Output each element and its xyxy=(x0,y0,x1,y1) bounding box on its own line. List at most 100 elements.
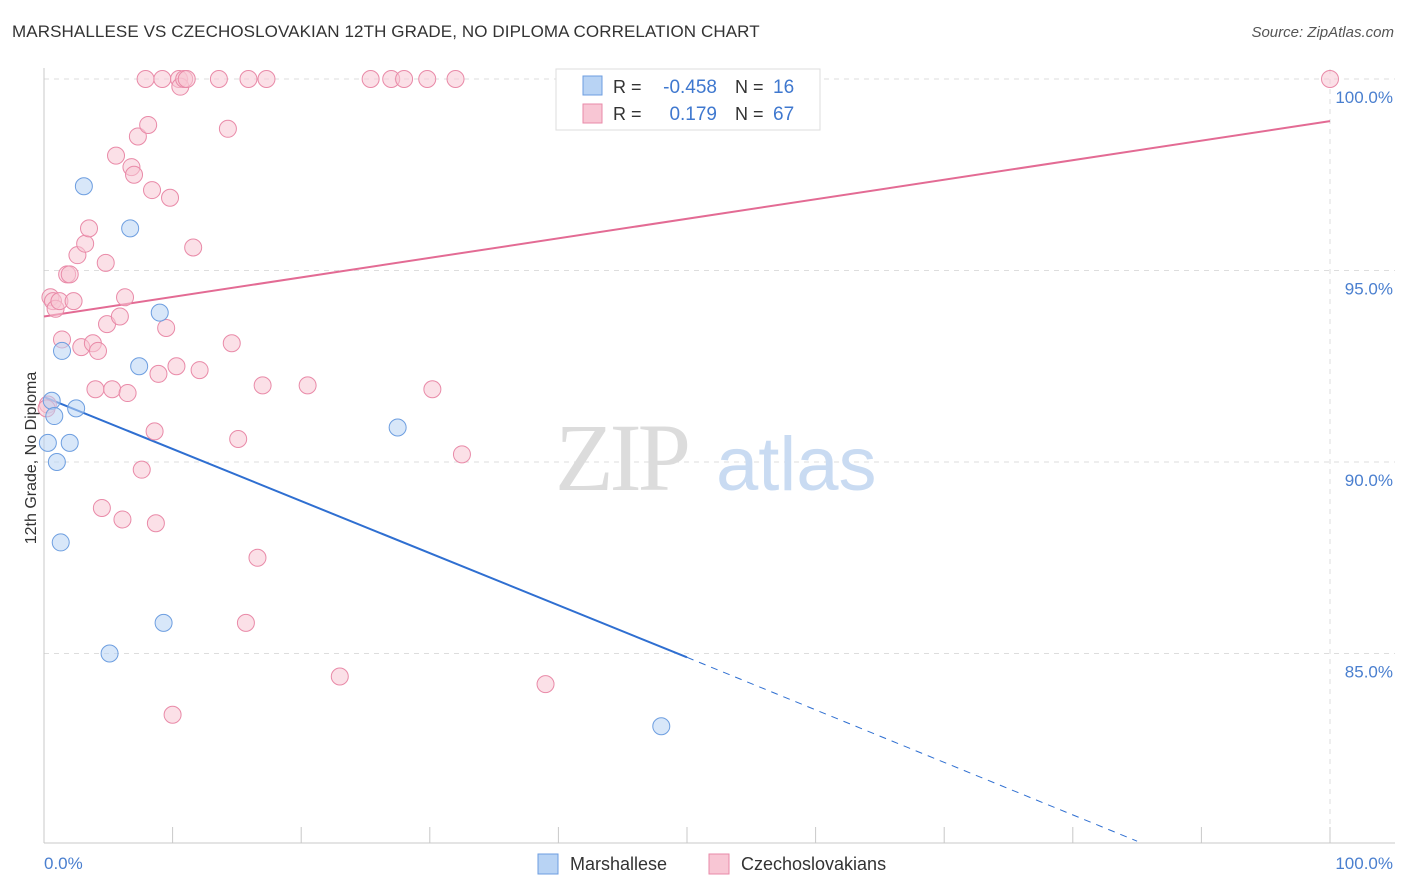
data-point-czechoslovakians xyxy=(190,361,209,380)
watermark-atlas: atlas xyxy=(716,422,877,507)
legend-r-label-2: R = xyxy=(613,104,642,124)
data-point-czechoslovakians xyxy=(116,288,135,307)
watermark-zip: ZIP xyxy=(555,404,688,511)
axes xyxy=(43,68,1395,844)
data-point-czechoslovakians xyxy=(96,253,115,272)
legend-swatch-czechoslovakians xyxy=(582,103,603,124)
y-tick-label: 85.0% xyxy=(1345,663,1393,682)
x-tick-label: 0.0% xyxy=(44,854,83,873)
data-point-czechoslovakians xyxy=(446,70,465,88)
data-point-czechoslovakians xyxy=(146,514,165,533)
data-point-marshallese xyxy=(51,533,70,552)
data-point-marshallese xyxy=(47,453,66,471)
data-point-czechoslovakians xyxy=(103,380,122,399)
trend-line-marshallese xyxy=(43,395,688,659)
data-point-czechoslovakians xyxy=(330,667,349,686)
data-point-czechoslovakians xyxy=(125,165,144,184)
data-point-marshallese xyxy=(100,644,119,663)
data-point-marshallese xyxy=(388,418,407,437)
data-point-czechoslovakians xyxy=(136,70,155,88)
data-point-czechoslovakians xyxy=(76,234,95,253)
data-point-marshallese xyxy=(45,407,64,426)
data-point-czechoslovakians xyxy=(423,380,442,399)
x-tick-label: 100.0% xyxy=(1335,854,1393,873)
data-point-czechoslovakians xyxy=(253,376,272,395)
legend-r-value-1: -0.458 xyxy=(663,77,717,98)
y-tick-label: 90.0% xyxy=(1345,471,1393,490)
data-point-marshallese xyxy=(42,391,61,410)
data-point-czechoslovakians xyxy=(60,265,79,284)
data-point-czechoslovakians xyxy=(128,127,147,146)
data-point-czechoslovakians xyxy=(139,115,158,134)
data-point-marshallese xyxy=(67,399,86,418)
data-point-czechoslovakians xyxy=(229,430,248,449)
trend-line-czechoslovakians xyxy=(43,120,1331,318)
data-point-czechoslovakians xyxy=(236,613,255,632)
data-point-marshallese xyxy=(130,357,149,376)
data-point-marshallese xyxy=(38,433,57,452)
data-point-czechoslovakians xyxy=(113,510,132,529)
bottom-legend-swatch-czechoslovakians xyxy=(708,853,730,875)
chart-title: MARSHALLESE VS CZECHOSLOVAKIAN 12TH GRAD… xyxy=(12,22,760,41)
data-point-czechoslovakians xyxy=(536,675,555,694)
data-point-czechoslovakians xyxy=(418,70,437,88)
data-point-czechoslovakians xyxy=(110,307,129,326)
data-points xyxy=(37,70,1339,736)
data-point-czechoslovakians xyxy=(248,548,267,567)
data-point-marshallese xyxy=(154,613,173,632)
data-point-czechoslovakians xyxy=(177,70,196,88)
data-point-czechoslovakians xyxy=(161,188,180,207)
data-point-czechoslovakians xyxy=(92,498,111,517)
data-point-czechoslovakians xyxy=(395,70,414,88)
bottom-legend-swatch-marshallese xyxy=(537,853,559,875)
data-point-czechoslovakians xyxy=(149,364,168,383)
data-point-czechoslovakians xyxy=(298,376,317,395)
data-point-czechoslovakians xyxy=(80,219,99,238)
legend-n-value-2: 67 xyxy=(773,104,794,125)
bottom-legend: Marshallese Czechoslovakians xyxy=(537,853,886,875)
chart-source: Source: ZipAtlas.com xyxy=(1251,24,1394,41)
data-point-czechoslovakians xyxy=(452,445,471,464)
data-point-czechoslovakians xyxy=(64,292,83,311)
data-point-marshallese xyxy=(60,433,79,452)
data-point-czechoslovakians xyxy=(257,70,276,88)
data-point-czechoslovakians xyxy=(163,705,182,724)
y-tick-label: 100.0% xyxy=(1335,88,1393,107)
legend-n-label-2: N = xyxy=(735,104,764,124)
data-point-czechoslovakians xyxy=(184,238,203,257)
data-point-marshallese xyxy=(53,341,72,360)
grid-lines xyxy=(44,69,1395,843)
legend-r-label-1: R = xyxy=(613,77,642,97)
data-point-czechoslovakians xyxy=(218,119,237,138)
data-point-czechoslovakians xyxy=(157,318,176,337)
trend-lines xyxy=(43,120,1331,842)
trend-line-marshallese xyxy=(686,656,1138,842)
data-point-czechoslovakians xyxy=(132,460,151,479)
data-point-marshallese xyxy=(74,177,93,196)
data-point-marshallese xyxy=(150,303,169,322)
data-point-czechoslovakians xyxy=(209,70,228,88)
data-point-marshallese xyxy=(652,717,671,736)
legend-n-value-1: 16 xyxy=(773,77,794,98)
tick-labels: 85.0% 90.0% 95.0% 100.0% 0.0% 100.0% xyxy=(44,88,1393,873)
y-axis-label: 12th Grade, No Diploma xyxy=(23,372,40,545)
data-point-czechoslovakians xyxy=(239,70,258,88)
data-point-czechoslovakians xyxy=(86,380,105,399)
y-tick-label: 95.0% xyxy=(1345,280,1393,299)
data-point-marshallese xyxy=(121,219,140,238)
data-point-czechoslovakians xyxy=(107,146,126,165)
data-point-czechoslovakians xyxy=(167,357,186,376)
bottom-legend-marshallese: Marshallese xyxy=(570,854,667,874)
data-point-czechoslovakians xyxy=(143,181,162,200)
legend: R = -0.458 N = 16 R = 0.179 N = 67 xyxy=(555,68,821,131)
legend-r-value-2: 0.179 xyxy=(669,104,717,125)
bottom-legend-czechoslovakians: Czechoslovakians xyxy=(741,854,886,874)
data-point-czechoslovakians xyxy=(118,384,137,403)
legend-n-label-1: N = xyxy=(735,77,764,97)
data-point-czechoslovakians xyxy=(145,422,164,441)
legend-swatch-marshallese xyxy=(582,75,603,96)
watermark: ZIP atlas xyxy=(555,404,877,511)
data-point-czechoslovakians xyxy=(222,334,241,353)
data-point-czechoslovakians xyxy=(1321,70,1339,88)
